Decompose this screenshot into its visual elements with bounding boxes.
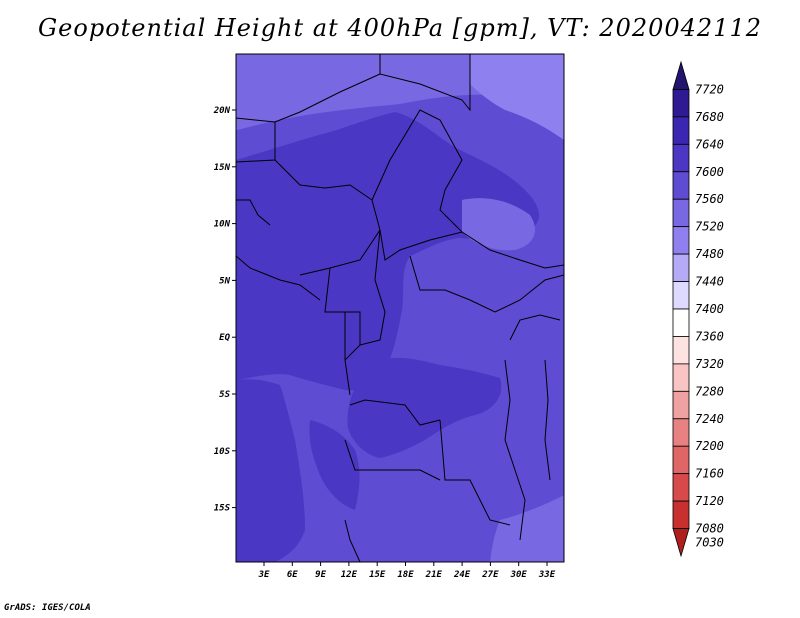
latitude-labels: 20N 15N 10N 5N EQ 5S 10S 15S (213, 106, 236, 514)
chart-title: Geopotential Height at 400hPa [gpm], VT:… (38, 14, 762, 42)
colorbar-cell (672, 363, 690, 392)
lon-label: 21E (425, 570, 443, 580)
colorbar-cell (672, 500, 690, 529)
colorbar-cell (672, 390, 690, 420)
colorbar-cell (672, 89, 690, 118)
lon-label: 18E (397, 570, 414, 580)
lon-label: 24E (453, 570, 471, 580)
colorbar-label: 7440 (695, 275, 724, 289)
colorbar-cell (672, 336, 690, 365)
colorbar-label: 7600 (695, 165, 724, 179)
height-field-7600-congo (347, 357, 502, 458)
lat-label: 5N (219, 276, 230, 286)
colorbar: 7720 7680 7640 7600 7560 7520 7480 7440 7400 7360… (672, 60, 724, 558)
colorbar-label: 7720 (695, 82, 724, 96)
lon-label: 6E (287, 570, 298, 580)
country-borders (236, 54, 564, 562)
height-field-7600-westcoast (236, 379, 305, 562)
colorbar-label: 7320 (695, 357, 724, 371)
colorbar-label: 7080 (695, 522, 724, 536)
colorbar-cell (672, 198, 690, 228)
colorbar-label: 7400 (695, 302, 724, 316)
lon-label: 3E (258, 570, 270, 580)
colorbar-label: 7560 (695, 192, 724, 206)
colorbar-cell (672, 528, 690, 558)
height-field-7520-southeast (490, 495, 564, 562)
lat-label: 20N (213, 106, 231, 116)
lat-label: 10S (214, 447, 231, 457)
colorbar-label: 7030 (695, 535, 724, 549)
longitude-labels: 3E 6E 9E 12E 15E 18E 21E 24E 27E 30E 33E (258, 562, 556, 580)
lon-label: 15E (369, 570, 386, 580)
colorbar-label: 7200 (695, 439, 724, 453)
height-field-7520-east (462, 198, 535, 251)
colorbar-cell (672, 473, 690, 502)
colorbar-label: 7240 (695, 412, 724, 426)
lon-label: 27E (481, 570, 499, 580)
colorbar-label: 7680 (695, 110, 724, 124)
colorbar-label: 7480 (695, 247, 724, 261)
colorbar-label: 7360 (695, 329, 724, 343)
height-field-7600-central (236, 112, 540, 391)
colorbar-cell (672, 226, 690, 255)
colorbar-cell (672, 116, 690, 145)
colorbar-cell (672, 418, 690, 447)
colorbar-label: 7640 (695, 137, 724, 151)
colorbar-cell (672, 445, 690, 475)
colorbar-cell (672, 143, 690, 173)
colorbar-cell (672, 253, 690, 282)
colorbar-cell (672, 171, 690, 200)
colorbar-cell (672, 281, 690, 310)
height-field-7600-south (309, 420, 360, 510)
colorbar-cell (672, 60, 690, 90)
lon-label: 9E (315, 570, 326, 580)
lat-label: EQ (219, 333, 230, 343)
lat-label: 5S (219, 390, 230, 400)
colorbar-cell (672, 308, 690, 337)
map-panel (236, 54, 564, 562)
lon-label: 12E (341, 570, 358, 580)
lon-label: 33E (538, 570, 556, 580)
colorbar-label: 7520 (695, 220, 724, 234)
lat-label: 15S (214, 504, 231, 514)
lat-label: 10N (214, 220, 231, 230)
lat-label: 15N (214, 163, 231, 173)
height-field-7480-northeast (470, 54, 564, 140)
colorbar-label: 7280 (695, 384, 724, 398)
grads-credit: GrADS: IGES/COLA (4, 603, 91, 613)
colorbar-label: 7160 (695, 467, 724, 481)
lon-label: 30E (510, 570, 528, 580)
map-frame (235, 53, 565, 563)
colorbar-label: 7120 (695, 494, 724, 508)
